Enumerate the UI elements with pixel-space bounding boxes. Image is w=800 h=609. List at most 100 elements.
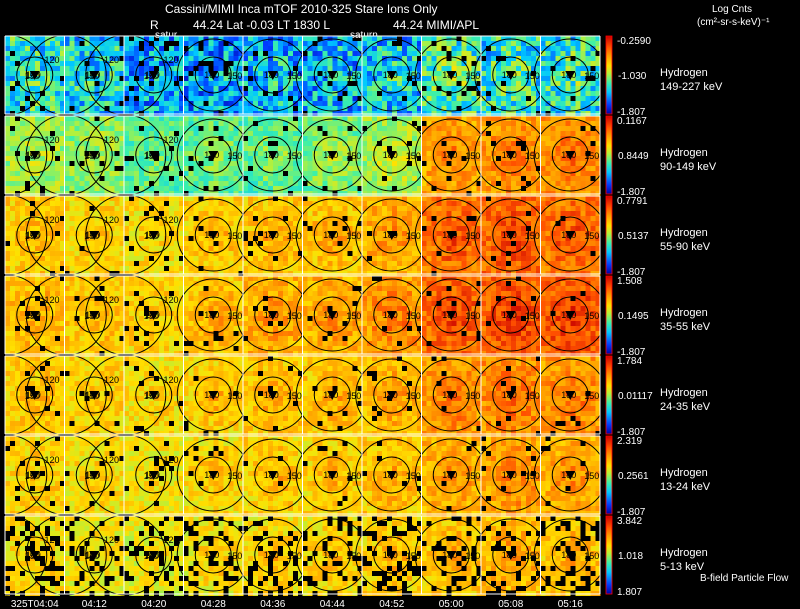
heatmap-cell xyxy=(511,36,516,41)
heatmap-cell xyxy=(169,101,174,106)
heatmap-cell xyxy=(169,201,174,206)
heatmap-cell xyxy=(446,86,452,91)
heatmap-cell xyxy=(367,211,372,216)
heatmap-cell xyxy=(506,166,511,171)
contour-label: 180 xyxy=(561,70,576,80)
heatmap-cell xyxy=(154,251,159,256)
heatmap-cell xyxy=(233,66,239,71)
heatmap-cell xyxy=(69,136,75,141)
heatmap-cell xyxy=(40,121,45,126)
heatmap-cell xyxy=(397,206,402,211)
heatmap-cell xyxy=(337,116,343,121)
heatmap-cell xyxy=(283,181,288,186)
heatmap-cell xyxy=(357,61,363,66)
heatmap-cell xyxy=(109,256,115,261)
heatmap-cell xyxy=(407,81,412,86)
heatmap-cell xyxy=(159,126,164,131)
heatmap-cell xyxy=(25,256,30,261)
heatmap-cell xyxy=(283,91,288,96)
heatmap-cell xyxy=(402,171,407,176)
heatmap-cell xyxy=(322,51,328,56)
heatmap-cell xyxy=(317,56,323,61)
heatmap-cell xyxy=(183,126,189,131)
heatmap-cell xyxy=(84,86,90,91)
heatmap-cell xyxy=(263,106,268,111)
heatmap-cell xyxy=(174,71,179,76)
heatmap-cell xyxy=(129,71,134,76)
heatmap-cell xyxy=(213,221,219,226)
heatmap-cell xyxy=(491,136,496,141)
heatmap-cell xyxy=(486,166,491,171)
heatmap-cell xyxy=(560,46,566,51)
heatmap-cell xyxy=(491,81,496,86)
heatmap-cell xyxy=(193,71,199,76)
heatmap-cell xyxy=(129,241,134,246)
heatmap-cell xyxy=(506,41,511,46)
heatmap-cell xyxy=(540,76,546,81)
heatmap-cell xyxy=(30,136,35,141)
heatmap-cell xyxy=(283,81,288,86)
heatmap-cell xyxy=(129,151,134,156)
heatmap-cell xyxy=(179,96,184,101)
heatmap-cell xyxy=(283,96,288,101)
heatmap-cell xyxy=(441,181,447,186)
heatmap-cell xyxy=(377,211,382,216)
heatmap-cell xyxy=(228,176,234,181)
heatmap-cell xyxy=(263,41,268,46)
heatmap-cell xyxy=(471,131,477,136)
heatmap-cell xyxy=(307,161,313,166)
heatmap-cell xyxy=(278,181,283,186)
heatmap-cell xyxy=(302,126,308,131)
heatmap-cell xyxy=(332,51,338,56)
heatmap-cell xyxy=(575,36,581,41)
heatmap-cell xyxy=(481,61,486,66)
heatmap-cell xyxy=(342,66,348,71)
heatmap-cell xyxy=(273,181,278,186)
heatmap-cell xyxy=(174,121,179,126)
heatmap-cell xyxy=(595,106,601,111)
heatmap-cell xyxy=(307,136,313,141)
heatmap-cell xyxy=(283,131,288,136)
heatmap-cell xyxy=(496,126,501,131)
heatmap-cell xyxy=(74,216,80,221)
heatmap-cell xyxy=(506,86,511,91)
contour-label: 150 xyxy=(227,151,242,161)
heatmap-cell xyxy=(327,246,333,251)
heatmap-cell xyxy=(441,131,447,136)
heatmap-cell xyxy=(129,91,134,96)
heatmap-cell xyxy=(412,51,417,56)
heatmap-cell xyxy=(570,106,576,111)
heatmap-cell xyxy=(208,86,214,91)
heatmap-cell xyxy=(392,51,397,56)
contour-label: 150 xyxy=(287,231,302,241)
heatmap-cell xyxy=(506,91,511,96)
heatmap-cell xyxy=(69,171,75,176)
heatmap-cell xyxy=(253,36,258,41)
heatmap-cell xyxy=(540,61,546,66)
heatmap-cell xyxy=(84,96,90,101)
heatmap-cell xyxy=(263,81,268,86)
heatmap-cell xyxy=(312,246,318,251)
heatmap-cell xyxy=(35,266,40,271)
heatmap-cell xyxy=(317,96,323,101)
heatmap-cell xyxy=(139,101,144,106)
heatmap-cell xyxy=(213,146,219,151)
heatmap-cell xyxy=(263,116,268,121)
heatmap-cell xyxy=(496,51,501,56)
heatmap-cell xyxy=(55,266,60,271)
heatmap-cell xyxy=(332,181,338,186)
heatmap-cell xyxy=(491,126,496,131)
heatmap-cell xyxy=(188,56,194,61)
heatmap-cell xyxy=(179,101,184,106)
heatmap-cell xyxy=(129,216,134,221)
heatmap-cell xyxy=(258,126,263,131)
heatmap-cell xyxy=(352,76,358,81)
heatmap-cell xyxy=(55,236,60,241)
heatmap-cell xyxy=(248,121,253,126)
heatmap-cell xyxy=(183,101,189,106)
heatmap-cell xyxy=(193,211,199,216)
heatmap-cell xyxy=(174,246,179,251)
contour-label: 180 xyxy=(502,70,517,80)
b-field-marker xyxy=(446,71,457,80)
heatmap-cell xyxy=(327,91,333,96)
